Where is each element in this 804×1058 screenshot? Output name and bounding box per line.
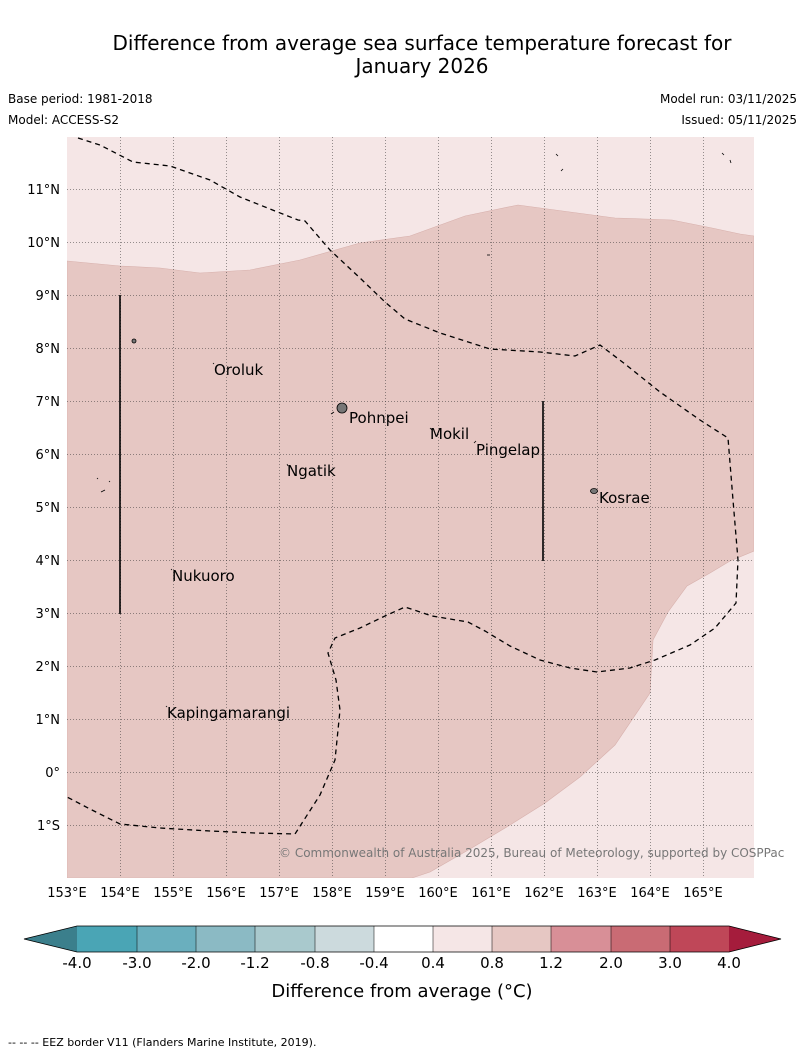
lon-label: 162°E [524,886,564,901]
place-ngatik: Ngatik [287,462,336,480]
graticule [67,137,754,878]
place-kapingamarangi: Kapingamarangi [167,704,290,722]
colorbar-tick: -2.0 [181,954,210,972]
colorbar-tick: 3.0 [658,954,682,972]
lon-label: 156°E [206,886,246,901]
lon-label: 154°E [100,886,140,901]
colorbar-segment [315,926,374,952]
lat-label: 10°N [27,236,60,251]
place-labels: Oroluk Pohnpei Mokil Pingelap Ngatik Kos… [167,361,650,722]
lon-label: 161°E [471,886,511,901]
colorbar-segment [374,926,433,952]
colorbar-tick: -4.0 [62,954,91,972]
colorbar-tick: -1.2 [240,954,269,972]
colorbar-high-extension [729,926,781,952]
place-pohnpei: Pohnpei [349,409,409,427]
chart-title: Difference from average sea surface temp… [60,32,784,78]
place-oroluk: Oroluk [214,361,263,379]
latitude-labels: 11°N 10°N 9°N 8°N 7°N 6°N 5°N 4°N 3°N 2°… [27,183,60,834]
band-medium [67,204,754,878]
lon-label: 165°E [683,886,723,901]
lon-label: 160°E [418,886,458,901]
lat-label: 2°N [36,660,61,675]
colorbar-tick: -0.4 [359,954,388,972]
lon-label: 155°E [153,886,193,901]
colorbar-tick: 0.4 [421,954,445,972]
lon-label: 157°E [259,886,299,901]
colorbar-segment [255,926,315,952]
lat-label: 8°N [36,342,61,357]
lat-label: 3°N [36,607,61,622]
lat-label: 1°N [36,713,61,728]
colorbar-tick: 0.8 [480,954,504,972]
place-mokil: Mokil [430,425,469,443]
place-pingelap: Pingelap [476,441,540,459]
colorbar [23,925,782,953]
colorbar-segment [196,926,255,952]
colorbar-ticks: -4.0 -3.0 -2.0 -1.2 -0.8 -0.4 0.4 0.8 1.… [62,954,741,972]
kosrae-island [590,488,598,494]
lon-label: 164°E [630,886,670,901]
colorbar-tick: 4.0 [717,954,741,972]
eez-borders [67,137,739,835]
lat-label: 6°N [36,448,61,463]
longitude-labels: 153°E 154°E 155°E 156°E 157°E 158°E 159°… [47,886,723,901]
colorbar-label: Difference from average (°C) [271,981,532,1002]
colorbar-segment [433,926,492,952]
colorbar-segment [77,926,137,952]
place-nukuoro: Nukuoro [172,567,235,585]
islands [96,152,732,708]
title-line-2: January 2026 [355,54,489,78]
lon-label: 158°E [312,886,352,901]
model-name: Model: ACCESS-S2 [8,113,120,127]
lat-label: 1°S [37,819,60,834]
colorbar-segment [137,926,196,952]
lon-label: 159°E [365,886,405,901]
lat-label: 9°N [36,289,61,304]
colorbar-low-extension [24,926,77,952]
title-line-1: Difference from average sea surface temp… [112,31,732,55]
forecast-map: Oroluk Pohnpei Mokil Pingelap Ngatik Kos… [23,137,784,1002]
lat-label: 5°N [36,501,61,516]
islet [131,338,137,344]
colorbar-tick: 1.2 [539,954,563,972]
colorbar-tick: -3.0 [122,954,151,972]
copyright-note: © Commonwealth of Australia 2025, Bureau… [279,846,784,860]
colorbar-segment [611,926,670,952]
base-period: Base period: 1981-2018 [8,92,153,106]
eez-footnote: -- -- -- EEZ border V11 (Flanders Marine… [8,1036,317,1049]
issued-date: Issued: 05/11/2025 [681,113,797,127]
lon-label: 153°E [47,886,87,901]
pohnpei-island [336,402,348,414]
colorbar-segment [670,926,729,952]
place-kosrae: Kosrae [599,489,650,507]
lat-label: 0° [45,766,60,781]
lon-label: 163°E [577,886,617,901]
model-run: Model run: 03/11/2025 [659,92,797,106]
colorbar-tick: 2.0 [599,954,623,972]
lat-label: 4°N [36,554,61,569]
lat-label: 11°N [27,183,60,198]
colorbar-tick: -0.8 [300,954,329,972]
colorbar-segment [492,926,551,952]
lat-label: 7°N [36,395,61,410]
colorbar-segment [551,926,611,952]
